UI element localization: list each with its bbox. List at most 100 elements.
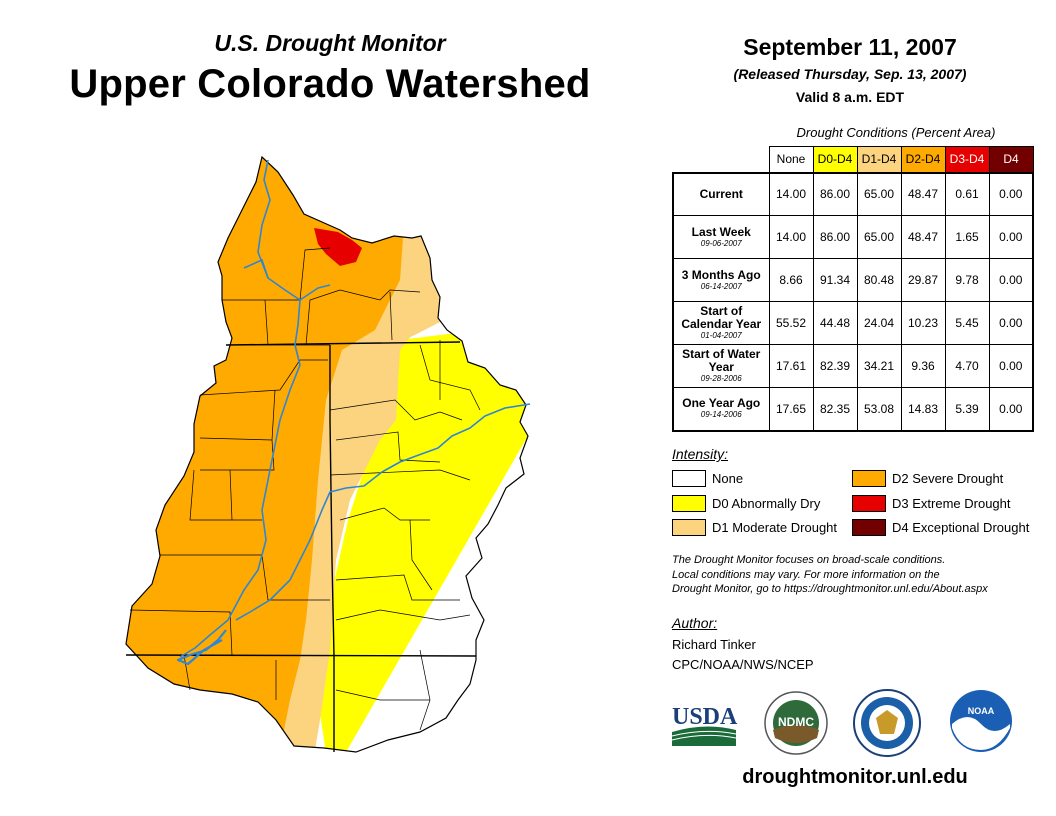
cell-d1-d4: 65.00 bbox=[856, 172, 902, 216]
col-header-d3-d4: D3-D4 bbox=[944, 146, 990, 173]
map-date: September 11, 2007 bbox=[743, 34, 957, 60]
release-date: (Released Thursday, Sep. 13, 2007) bbox=[733, 66, 967, 82]
cell-d4: 0.00 bbox=[988, 215, 1034, 259]
col-header-d0-d4: D0-D4 bbox=[812, 146, 858, 173]
disclaimer-line: Local conditions may vary. For more info… bbox=[672, 568, 940, 581]
cell-d4: 0.00 bbox=[988, 301, 1034, 345]
cell-none: 14.00 bbox=[768, 215, 814, 259]
cell-d4: 0.00 bbox=[988, 172, 1034, 216]
row-header-current: Current bbox=[672, 172, 770, 216]
ndmc-logo-text: NDMC bbox=[778, 715, 814, 729]
cell-d0-d4: 86.00 bbox=[812, 172, 858, 216]
cell-none: 8.66 bbox=[768, 258, 814, 302]
legend-item-d3: D3 Extreme Drought bbox=[852, 495, 1011, 512]
noaa-logo: NOAA bbox=[950, 690, 1012, 752]
commerce-seal-logo bbox=[853, 689, 921, 757]
valid-time: Valid 8 a.m. EDT bbox=[795, 89, 905, 105]
cell-d4: 0.00 bbox=[988, 258, 1034, 302]
legend-label: D1 Moderate Drought bbox=[712, 520, 838, 535]
cell-d1-d4: 34.21 bbox=[856, 344, 902, 388]
drought-conditions-table: None D0-D4 D1-D4 D2-D4 D3-D4 D4 Current … bbox=[672, 146, 1034, 432]
legend-swatch bbox=[852, 495, 886, 512]
basin-outline bbox=[125, 155, 529, 753]
row-header-last-week: Last Week 09-06-2007 bbox=[672, 215, 770, 259]
cell-d2-d4: 9.36 bbox=[900, 344, 946, 388]
row-header-start-of-water-year: Start of Water Year 09-28-2006 bbox=[672, 344, 770, 388]
cell-none: 55.52 bbox=[768, 301, 814, 345]
legend-swatch bbox=[672, 519, 706, 536]
cell-d3-d4: 9.78 bbox=[944, 258, 990, 302]
cell-d0-d4: 82.39 bbox=[812, 344, 858, 388]
map-subtitle: U.S. Drought Monitor bbox=[214, 30, 446, 56]
disclaimer-line: Drought Monitor, go to https://droughtmo… bbox=[672, 583, 988, 595]
green-river bbox=[179, 159, 301, 658]
drought-map bbox=[125, 155, 531, 753]
legend-swatch bbox=[852, 519, 886, 536]
cell-d1-d4: 53.08 bbox=[856, 387, 902, 431]
table-row: One Year Ago 09-14-2006 17.65 82.35 53.08… bbox=[672, 387, 1034, 431]
row-header-3-months-ago: 3 Months Ago 06-14-2007 bbox=[672, 258, 770, 302]
website-link[interactable]: droughtmonitor.unl.edu bbox=[742, 766, 968, 788]
legend-swatch bbox=[672, 495, 706, 512]
legend-item-d0: D0 Abnormally Dry bbox=[672, 495, 820, 512]
cell-d1-d4: 24.04 bbox=[856, 301, 902, 345]
col-header-none: None bbox=[768, 146, 814, 173]
table-row: Current 14.00 86.00 65.00 48.47 0.61 0.0… bbox=[672, 172, 1034, 216]
cell-d2-d4: 14.83 bbox=[900, 387, 946, 431]
legend-item-d4: D4 Exceptional Drought bbox=[852, 519, 1029, 536]
usda-logo: USDA bbox=[671, 704, 738, 746]
cell-d3-d4: 4.70 bbox=[944, 344, 990, 388]
cell-d2-d4: 48.47 bbox=[900, 172, 946, 216]
cell-d2-d4: 10.23 bbox=[900, 301, 946, 345]
cell-d3-d4: 1.65 bbox=[944, 215, 990, 259]
table-row: 3 Months Ago 06-14-2007 8.66 91.34 80.48 … bbox=[672, 258, 1034, 302]
lake-powell bbox=[176, 629, 227, 666]
cell-d4: 0.00 bbox=[988, 344, 1034, 388]
legend-label: None bbox=[712, 471, 744, 486]
cell-d2-d4: 48.47 bbox=[900, 215, 946, 259]
zone-d3 bbox=[314, 228, 362, 266]
author-label: Author: bbox=[672, 615, 718, 631]
author-name: Richard Tinker bbox=[672, 637, 756, 652]
legend-label: D3 Extreme Drought bbox=[892, 496, 1011, 511]
noaa-logo-text: NOAA bbox=[968, 706, 995, 716]
tributary-2 bbox=[299, 284, 331, 301]
ndmc-logo: NDMC bbox=[764, 691, 828, 755]
rivers bbox=[176, 159, 531, 666]
legend-swatch bbox=[672, 470, 706, 487]
cell-d3-d4: 5.45 bbox=[944, 301, 990, 345]
cell-d0-d4: 86.00 bbox=[812, 215, 858, 259]
sub-basin-boundaries bbox=[129, 247, 481, 731]
cell-d0-d4: 82.35 bbox=[812, 387, 858, 431]
cell-d0-d4: 91.34 bbox=[812, 258, 858, 302]
table-row: Start of Calendar Year 01-04-2007 55.52 4… bbox=[672, 301, 1034, 345]
map-title: Upper Colorado Watershed bbox=[69, 62, 591, 106]
author-org: CPC/NOAA/NWS/NCEP bbox=[672, 657, 814, 672]
cell-d3-d4: 0.61 bbox=[944, 172, 990, 216]
cell-d4: 0.00 bbox=[988, 387, 1034, 431]
legend-item-none: None bbox=[672, 470, 743, 487]
cell-d1-d4: 65.00 bbox=[856, 215, 902, 259]
legend-label: D0 Abnormally Dry bbox=[712, 496, 821, 511]
cell-d2-d4: 29.87 bbox=[900, 258, 946, 302]
row-header-one-year-ago: One Year Ago 09-14-2006 bbox=[672, 387, 770, 431]
disclaimer-line: The Drought Monitor focuses on broad-sca… bbox=[672, 554, 946, 566]
cell-d0-d4: 44.48 bbox=[812, 301, 858, 345]
table-header-row: None D0-D4 D1-D4 D2-D4 D3-D4 D4 bbox=[673, 146, 1034, 173]
table-row: Last Week 09-06-2007 14.00 86.00 65.00 48… bbox=[672, 215, 1034, 259]
legend-item-d1: D1 Moderate Drought bbox=[672, 519, 837, 536]
cell-d3-d4: 5.39 bbox=[944, 387, 990, 431]
row-header-start-of-calendar-year: Start of Calendar Year 01-04-2007 bbox=[672, 301, 770, 345]
cell-none: 14.00 bbox=[768, 172, 814, 216]
table-row: Start of Water Year 09-28-2006 17.61 82.3… bbox=[672, 344, 1034, 388]
legend-title: Intensity: bbox=[672, 446, 729, 462]
legend-item-d2: D2 Severe Drought bbox=[852, 470, 1003, 487]
colorado-river bbox=[235, 403, 531, 621]
cell-none: 17.65 bbox=[768, 387, 814, 431]
usda-logo-text: USDA bbox=[672, 704, 738, 730]
legend-swatch bbox=[852, 470, 886, 487]
col-header-d2-d4: D2-D4 bbox=[900, 146, 946, 173]
cell-d1-d4: 80.48 bbox=[856, 258, 902, 302]
legend-label: D4 Exceptional Drought bbox=[892, 520, 1030, 535]
tributary-1 bbox=[243, 259, 269, 279]
